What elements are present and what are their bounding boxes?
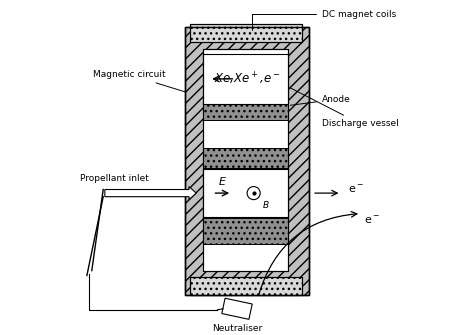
Text: e$^-$: e$^-$: [364, 214, 380, 225]
Bar: [185, 27, 309, 295]
Text: $E$: $E$: [218, 175, 227, 187]
Bar: [203, 148, 288, 168]
Bar: [185, 27, 309, 295]
Bar: [203, 170, 288, 217]
Text: Anode: Anode: [291, 95, 351, 105]
Text: Xe,Xe$^+$,e$^-$: Xe,Xe$^+$,e$^-$: [214, 71, 280, 87]
Text: $B$: $B$: [262, 199, 269, 210]
Bar: [203, 99, 288, 121]
FancyBboxPatch shape: [222, 298, 252, 319]
Bar: [203, 49, 288, 271]
Bar: [190, 24, 302, 42]
Text: Magnetic circuit: Magnetic circuit: [93, 70, 185, 92]
Bar: [190, 24, 302, 42]
Bar: [203, 218, 288, 245]
Text: Discharge vessel: Discharge vessel: [290, 88, 399, 128]
Circle shape: [247, 187, 260, 200]
Text: DC magnet coils: DC magnet coils: [252, 10, 396, 30]
Bar: [203, 54, 288, 104]
Bar: [190, 277, 302, 295]
Bar: [203, 49, 288, 271]
Text: Neutraliser: Neutraliser: [212, 324, 262, 333]
Bar: [190, 277, 302, 295]
Text: e$^-$: e$^-$: [348, 184, 364, 195]
FancyArrow shape: [105, 187, 196, 200]
Text: Propellant inlet: Propellant inlet: [81, 174, 149, 183]
